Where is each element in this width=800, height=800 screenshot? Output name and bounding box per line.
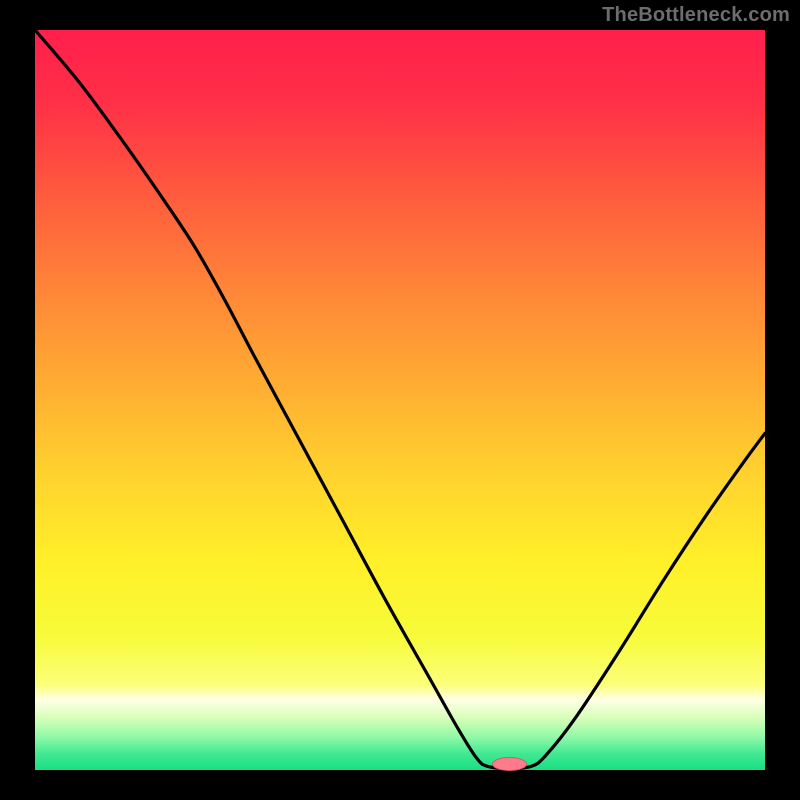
optimum-marker [493,758,527,771]
chart-frame: TheBottleneck.com [0,0,800,800]
chart-svg [0,0,800,800]
plot-background [35,30,765,770]
watermark-label: TheBottleneck.com [602,4,790,27]
